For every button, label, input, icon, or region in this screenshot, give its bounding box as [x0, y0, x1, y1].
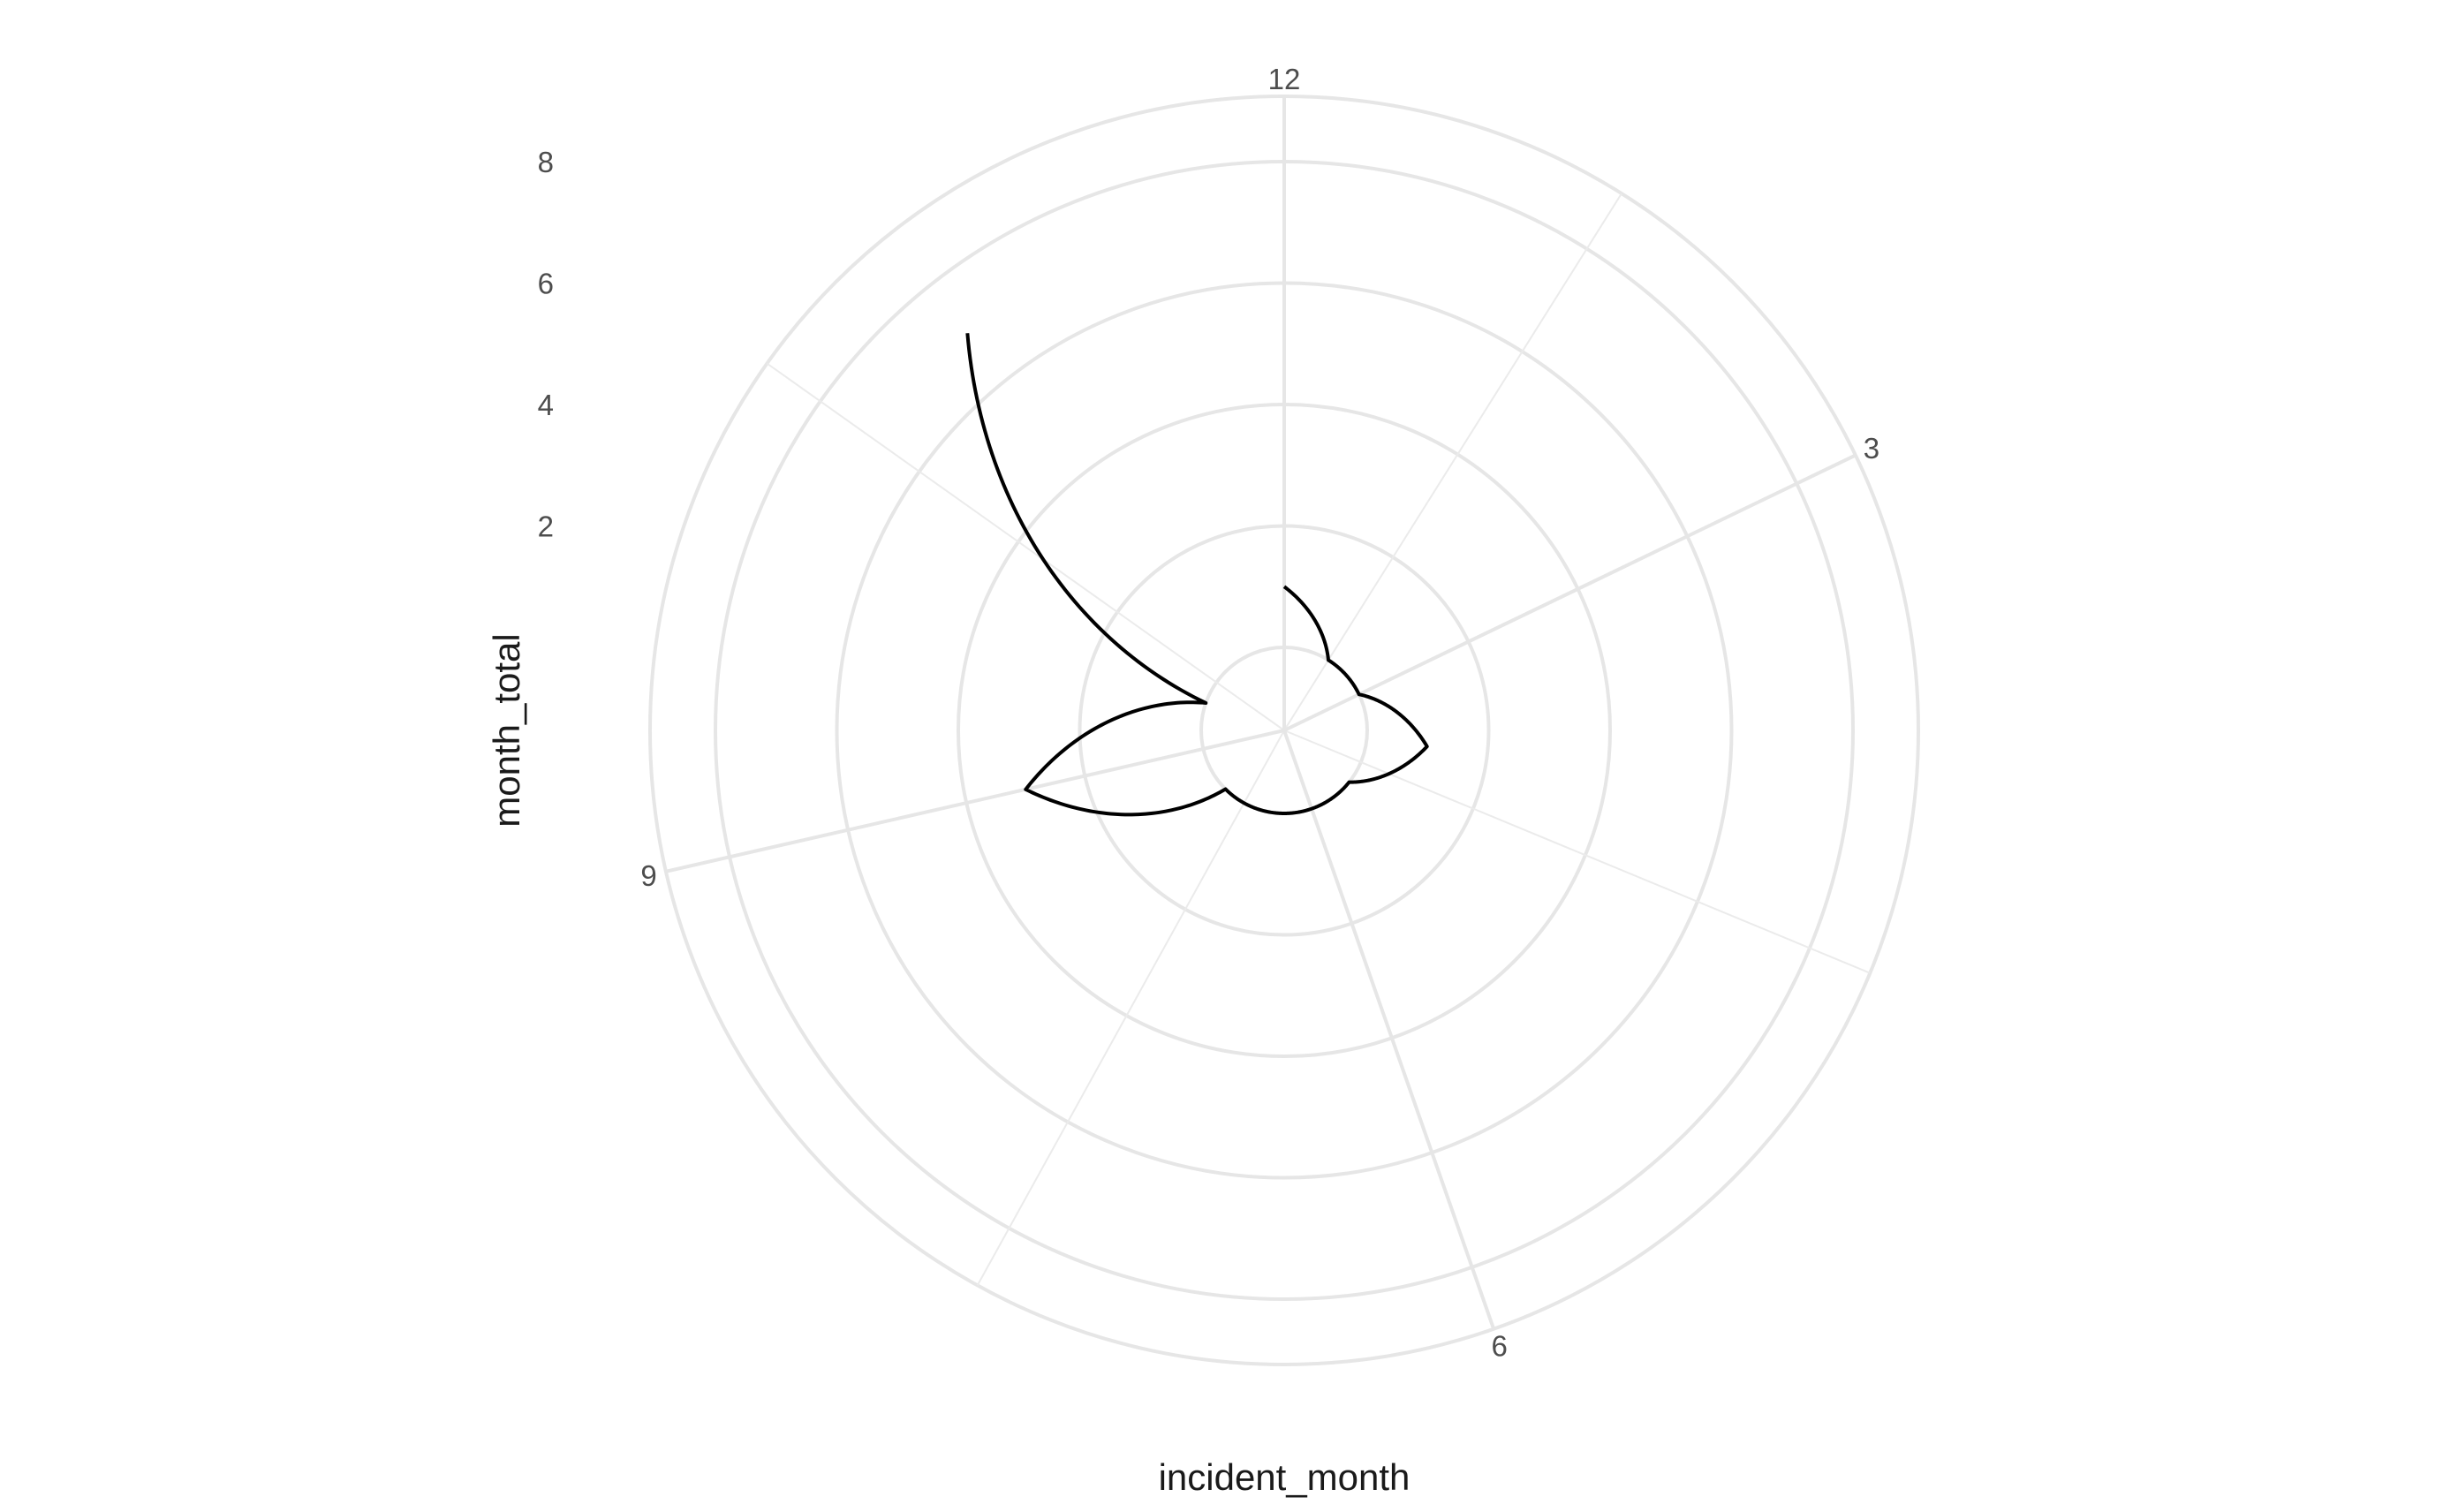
- grid-spoke-minor-0: [1283, 193, 1622, 731]
- grid-spoke-9: [665, 729, 1285, 873]
- grid-spoke-3: [1283, 453, 1857, 732]
- y-tick-label-6: 6: [538, 268, 554, 300]
- grid-spoke-minor-2: [976, 730, 1285, 1286]
- x-tick-label-6: 6: [1492, 1330, 1508, 1363]
- tick-labels: 3 6 9 12 2 4 6 8: [538, 63, 1879, 1363]
- grid-spoke-6: [1282, 730, 1496, 1330]
- polar-grid: [648, 94, 1920, 1366]
- x-tick-label-12: 12: [1268, 63, 1301, 95]
- series-line-month_total: [965, 333, 1429, 817]
- grid-spoke-minor-1: [1283, 730, 1871, 974]
- x-tick-label-3: 3: [1864, 432, 1879, 465]
- x-axis-title: incident_month: [1159, 1456, 1411, 1498]
- y-tick-label-4: 4: [538, 389, 554, 421]
- y-axis-title: month_total: [486, 633, 527, 827]
- grid-spoke-minor-3: [766, 362, 1285, 731]
- y-tick-label-8: 8: [538, 146, 554, 178]
- y-tick-label-2: 2: [538, 510, 554, 543]
- x-tick-label-9: 9: [640, 859, 656, 892]
- data-series: [965, 333, 1429, 817]
